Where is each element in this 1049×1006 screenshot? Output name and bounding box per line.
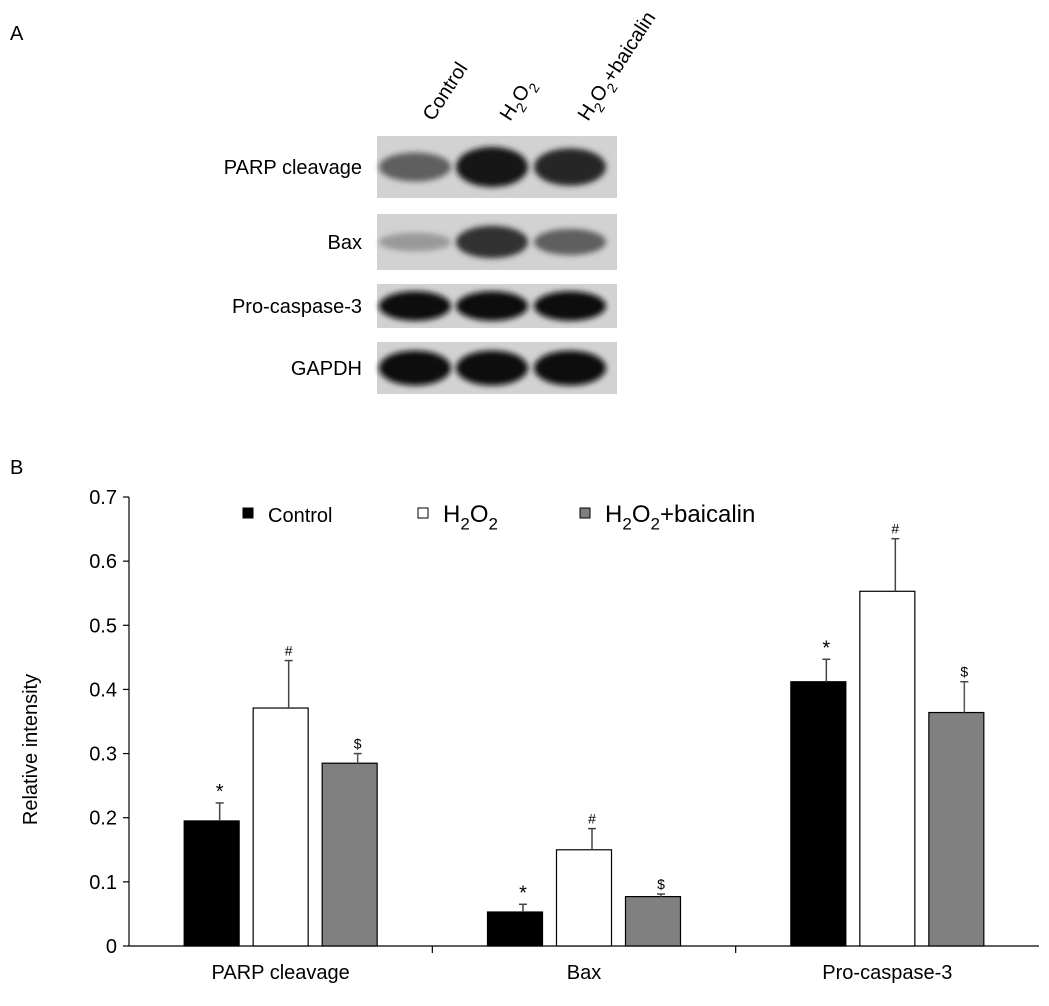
legend-swatch — [579, 507, 591, 519]
blot-band — [534, 350, 606, 386]
blot-row: Pro-caspase-3 — [232, 284, 617, 328]
blot-row: Bax — [328, 214, 617, 270]
x-tick-label: Pro-caspase-3 — [822, 962, 952, 984]
blot-band — [456, 146, 528, 188]
bar — [624, 896, 682, 947]
legend-swatch — [242, 507, 254, 519]
y-tick-label: 0.4 — [89, 679, 117, 701]
blot-label: PARP cleavage — [224, 157, 362, 179]
significance-marker: # — [588, 811, 596, 827]
panel-b-label: B — [10, 457, 23, 479]
blot-label: Pro-caspase-3 — [232, 296, 362, 318]
y-tick-label: 0.1 — [89, 872, 117, 894]
bar-chart: 0 0.1 0.2 0.3 0.4 0.5 0.6 0.7 Relative intensity… — [20, 487, 1039, 984]
x-tick-label: Bax — [567, 962, 601, 984]
bar — [859, 590, 916, 947]
y-tick-label: 0.3 — [89, 744, 117, 766]
blot-band — [456, 225, 528, 259]
bar — [790, 681, 847, 947]
y-tick-label: 0 — [106, 936, 117, 958]
blot-label: Bax — [328, 232, 362, 254]
significance-marker: $ — [354, 736, 362, 752]
significance-marker: * — [216, 781, 224, 803]
blot-row: PARP cleavage — [224, 136, 617, 198]
blot-band — [379, 232, 451, 252]
significance-marker: # — [285, 643, 293, 659]
y-tick-label: 0.6 — [89, 551, 117, 573]
legend-swatch — [417, 507, 429, 519]
significance-marker: # — [891, 521, 899, 537]
significance-marker: * — [822, 637, 830, 659]
significance-marker: $ — [657, 876, 665, 892]
legend-label: Control — [268, 505, 332, 527]
y-axis-label: Relative intensity — [20, 674, 42, 825]
blot-band — [379, 291, 451, 321]
western-blots: PARP cleavage Bax Pro-caspase-3 GAPDH — [224, 136, 617, 394]
legend-label: H2O2+baicalin — [605, 501, 755, 534]
blot-band — [534, 291, 606, 321]
blot-band — [534, 228, 606, 256]
bar — [555, 849, 613, 947]
y-tick-label: 0.2 — [89, 808, 117, 830]
blot-band — [456, 291, 528, 321]
legend-label: H2O2​ — [443, 501, 498, 534]
lane-label: Control — [419, 59, 473, 125]
lane-label: H2O2+baicalin — [574, 8, 664, 127]
bar — [183, 820, 240, 947]
y-tick-label: 0.7 — [89, 487, 117, 509]
bar — [928, 711, 985, 947]
blot-band — [534, 148, 606, 186]
blot-band — [379, 350, 451, 386]
bar — [486, 911, 544, 947]
y-tick-label: 0.5 — [89, 615, 117, 637]
panel-a-label: A — [10, 23, 24, 45]
blot-row: GAPDH — [291, 342, 617, 394]
lane-labels: Control H2O2​ H2O2+baicalin — [419, 8, 664, 127]
bar — [321, 762, 378, 947]
significance-marker: * — [519, 882, 527, 904]
lane-label: H2O2​ — [496, 74, 543, 127]
significance-marker: $ — [960, 664, 968, 680]
x-tick-label: PARP cleavage — [212, 962, 350, 984]
blot-band — [379, 152, 451, 182]
bar — [252, 707, 309, 947]
blot-label: GAPDH — [291, 358, 362, 380]
blot-band — [456, 350, 528, 386]
